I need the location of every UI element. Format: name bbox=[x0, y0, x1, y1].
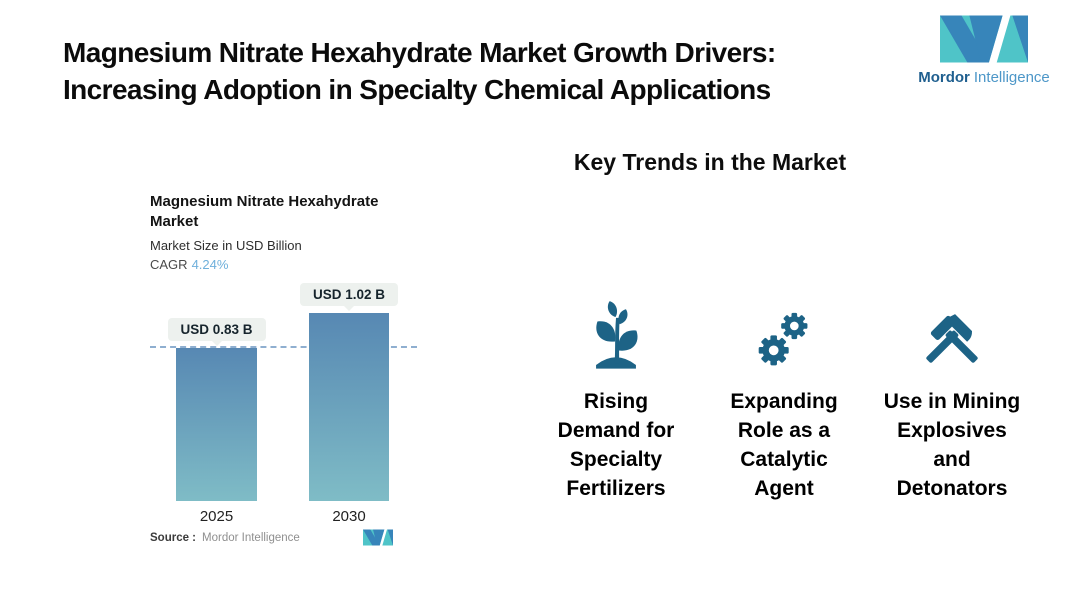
brand-name: Mordor Intelligence bbox=[918, 69, 1050, 86]
trends-heading: Key Trends in the Market bbox=[573, 149, 847, 175]
trend-item-catalytic: Expanding Role as a Catalytic Agent bbox=[708, 291, 860, 503]
bar-value-text-2030: USD 1.02 B bbox=[312, 287, 386, 302]
bar-2025 bbox=[176, 348, 257, 501]
brand-name-primary: Mordor bbox=[918, 69, 970, 86]
chart-subtitle: Market Size in USD Billion bbox=[150, 238, 302, 253]
cagr-label: CAGR bbox=[150, 257, 188, 272]
chart-header: Magnesium Nitrate Hexahydrate Market Mar… bbox=[150, 192, 430, 272]
axis-label-2030: 2030 bbox=[332, 508, 366, 525]
page-title-line1: Magnesium Nitrate Hexahydrate Market Gro… bbox=[63, 37, 776, 68]
bar-chart: USD 0.83 B 2025 USD 1.02 B 2030 bbox=[140, 283, 440, 525]
seedling-icon bbox=[587, 291, 645, 373]
brand-name-secondary: Intelligence bbox=[973, 69, 1050, 86]
gears-icon bbox=[754, 291, 814, 373]
chart-title: Magnesium Nitrate Hexahydrate Market bbox=[150, 192, 430, 232]
trend-caption-fertilizers: Rising Demand for Specialty Fertilizers bbox=[557, 390, 675, 500]
mordor-intelligence-mini-logo-icon bbox=[363, 529, 393, 546]
mordor-intelligence-logo-icon bbox=[940, 14, 1028, 64]
axis-label-2025: 2025 bbox=[199, 508, 234, 525]
trend-item-fertilizers: Rising Demand for Specialty Fertilizers bbox=[540, 291, 692, 503]
source-label: Source : bbox=[150, 531, 197, 544]
brand-logo: Mordor Intelligence bbox=[918, 14, 1050, 86]
chart-title-line1: Magnesium Nitrate Hexahydrate bbox=[150, 193, 379, 210]
bar-value-text-2025: USD 0.83 B bbox=[180, 322, 253, 337]
trend-caption-mining: Use in Mining Explosives and Detonators bbox=[883, 390, 1021, 500]
chart-cagr: CAGR 4.24% bbox=[150, 257, 430, 272]
bar-value-label-2025: USD 0.83 B bbox=[167, 318, 266, 346]
cagr-value: 4.24% bbox=[191, 257, 229, 272]
bar-group-2025: USD 0.83 B 2025 bbox=[167, 318, 266, 525]
chart-title-line2: Market bbox=[150, 213, 199, 230]
bar-value-label-2030: USD 1.02 B bbox=[299, 283, 399, 311]
page-title: Magnesium Nitrate Hexahydrate Market Gro… bbox=[63, 34, 883, 108]
source-value: Mordor Intelligence bbox=[202, 531, 300, 544]
page-title-line2: Increasing Adoption in Specialty Chemica… bbox=[63, 74, 771, 105]
trend-item-mining: Use in Mining Explosives and Detonators bbox=[876, 291, 1028, 503]
trend-caption-catalytic: Expanding Role as a Catalytic Agent bbox=[730, 390, 838, 500]
reference-line bbox=[150, 346, 417, 348]
crossed-hammers-icon bbox=[918, 291, 986, 373]
chart-source: Source : Mordor Intelligence bbox=[150, 529, 393, 546]
bar-2030 bbox=[309, 313, 389, 501]
bar-group-2030: USD 1.02 B 2030 bbox=[299, 283, 399, 525]
trends-row: Rising Demand for Specialty Fertilizers bbox=[540, 291, 1028, 503]
